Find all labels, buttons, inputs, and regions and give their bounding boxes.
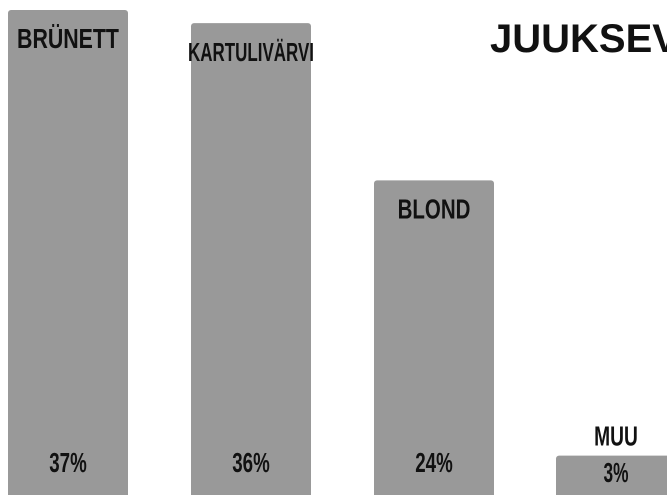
value-label-brunett: 37% xyxy=(49,447,87,478)
value-label-muu: 3% xyxy=(604,457,629,488)
value-label-kartulivarvi: 36% xyxy=(232,447,270,478)
bars-group: BRÜNETT 37% KARTULIVÄRVI 36% BLOND 24% MUU 3% xyxy=(8,10,667,495)
value-label-blond: 24% xyxy=(415,447,453,478)
category-label-blond: BLOND xyxy=(398,193,471,224)
category-label-muu: MUU xyxy=(594,421,638,452)
chart-title: JUUKSEVÄRV xyxy=(490,17,667,61)
bar-blond xyxy=(374,180,494,495)
bar-brunett xyxy=(8,10,128,495)
bar-kartulivarvi xyxy=(191,23,311,495)
category-label-brunett: BRÜNETT xyxy=(17,23,119,54)
category-label-kartulivarvi: KARTULIVÄRVI xyxy=(188,37,314,67)
bar-muu xyxy=(556,455,667,495)
